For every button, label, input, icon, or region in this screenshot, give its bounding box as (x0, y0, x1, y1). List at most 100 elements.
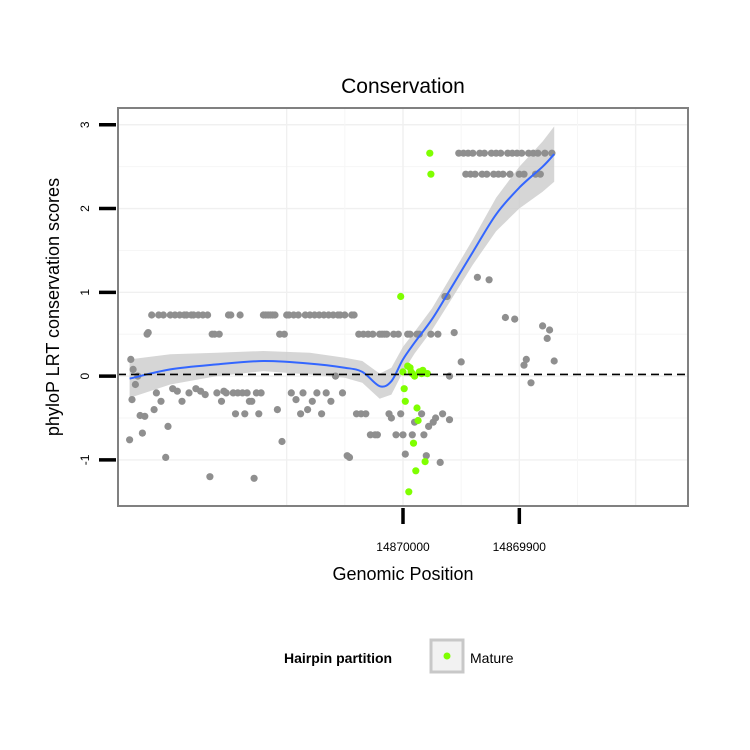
score-point (255, 410, 263, 418)
score-point (273, 406, 281, 414)
y-tick-label: -1 (78, 454, 92, 465)
score-point (201, 391, 209, 399)
mature-point (401, 397, 409, 405)
score-point (185, 389, 193, 397)
x-tick-label: 14869900 (493, 540, 547, 554)
score-point (318, 410, 326, 418)
score-point (327, 397, 335, 405)
score-point (250, 474, 258, 482)
score-point (126, 436, 134, 444)
score-point (534, 149, 542, 157)
score-point (432, 414, 440, 422)
score-point (392, 431, 400, 439)
score-point (546, 326, 554, 334)
mature-point (397, 292, 405, 301)
score-point (469, 149, 477, 157)
score-point (308, 397, 316, 405)
score-point (473, 273, 481, 281)
score-point (520, 170, 528, 178)
y-tick-label: 2 (78, 205, 92, 212)
score-point (399, 431, 407, 439)
score-point (383, 330, 391, 338)
y-tick-label: 0 (78, 372, 92, 379)
x-axis-ticks: 14870000 14869900 (376, 508, 546, 554)
score-point (471, 170, 479, 178)
score-point (406, 330, 414, 338)
score-point (294, 311, 302, 319)
score-point (497, 149, 505, 157)
score-point (387, 414, 395, 422)
score-point (287, 389, 295, 397)
mature-point (414, 416, 422, 425)
legend-title: Hairpin partition (284, 650, 392, 666)
score-point (215, 330, 223, 338)
score-point (418, 410, 426, 418)
score-point (129, 365, 137, 373)
score-point (257, 389, 265, 397)
score-point (231, 410, 240, 418)
legend-label-mature: Mature (470, 650, 514, 666)
x-axis-title: Genomic Position (332, 564, 473, 584)
score-point (506, 170, 514, 178)
score-point (341, 311, 349, 319)
score-point (271, 311, 279, 319)
score-point (204, 311, 212, 319)
score-point (427, 330, 435, 338)
mature-point (412, 467, 420, 475)
data-points (126, 149, 558, 496)
score-point (415, 330, 423, 338)
score-point (434, 330, 442, 338)
legend-key-mature (443, 652, 451, 660)
x-tick-label: 14870000 (376, 540, 430, 554)
score-point (162, 453, 170, 461)
mature-point (423, 370, 431, 378)
y-tick-label: 3 (78, 121, 92, 128)
score-point (499, 170, 507, 178)
gridlines (118, 108, 688, 506)
score-point (280, 330, 288, 338)
score-point (520, 361, 528, 369)
y-tick-label: 1 (78, 289, 92, 296)
score-point (397, 410, 405, 418)
score-point (439, 410, 447, 418)
plot-panel-border (117, 107, 689, 507)
score-point (445, 372, 454, 380)
score-point (243, 389, 251, 397)
score-point (543, 334, 551, 342)
score-point (227, 311, 235, 319)
score-point (248, 397, 256, 405)
mature-point (409, 439, 418, 447)
score-point (362, 410, 370, 418)
score-point (401, 450, 409, 458)
score-point (150, 406, 158, 414)
score-point (483, 170, 491, 178)
score-point (138, 429, 146, 437)
score-point (292, 396, 300, 404)
score-point (173, 387, 181, 395)
score-point (322, 389, 330, 397)
score-point (148, 311, 156, 319)
score-point (450, 329, 458, 337)
score-point (331, 372, 340, 380)
score-point (501, 313, 509, 322)
score-point (127, 355, 135, 363)
mature-point (405, 488, 413, 496)
smooth-trend-line (129, 153, 555, 388)
chart-title: Conservation (341, 75, 465, 98)
score-point (178, 397, 186, 405)
mature-point (400, 385, 408, 393)
score-point (457, 358, 465, 366)
confidence-band-area (129, 126, 555, 399)
score-point (141, 412, 149, 420)
score-point (373, 431, 381, 439)
score-point (445, 416, 454, 424)
score-point (541, 149, 549, 157)
confidence-band (129, 126, 555, 399)
score-point (518, 149, 526, 157)
score-point (164, 422, 172, 430)
score-point (131, 380, 139, 389)
score-point (206, 473, 214, 481)
legend: Hairpin partition Mature (284, 638, 514, 674)
score-point (350, 311, 358, 319)
